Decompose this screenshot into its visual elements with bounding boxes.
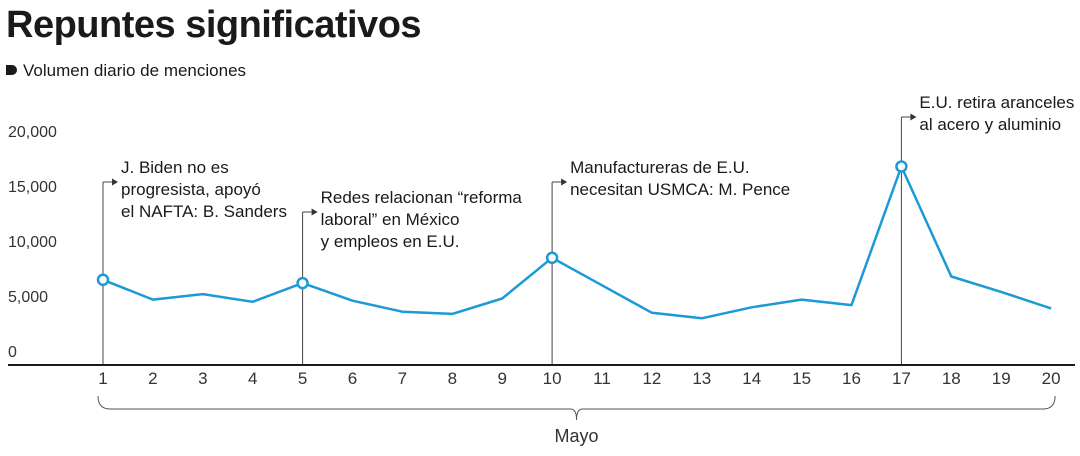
annotation-text: Manufactureras de E.U. [570, 158, 750, 177]
x-tick-label: 1 [98, 369, 107, 388]
x-tick-label: 17 [892, 369, 911, 388]
chart-title: Repuntes significativos [6, 4, 422, 46]
arrow-head-icon [311, 208, 318, 216]
annotation-text: E.U. retira aranceles [919, 93, 1074, 112]
x-tick-label: 20 [1042, 369, 1061, 388]
x-tick-label: 3 [198, 369, 207, 388]
x-tick-label: 4 [248, 369, 257, 388]
x-axis-ticks: 1 2 3 4 5 6 7 8 9 10 11 12 13 14 15 16 17 18 19 20 [98, 369, 1060, 388]
x-tick-label: 13 [692, 369, 711, 388]
annotation: Manufactureras de E.U. necesitan USMCA: M… [551, 158, 790, 365]
annotations: J. Biden no es progresista, apoyó el NAFTA… [102, 93, 1074, 365]
x-tick-label: 11 [593, 369, 611, 388]
x-tick-label: 12 [642, 369, 661, 388]
x-axis-bracket [97, 395, 1056, 421]
y-tick-label: 20,000 [8, 124, 57, 141]
annotation: Redes relacionan “reforma laboral” en Méx… [302, 188, 523, 365]
x-tick-label: 8 [448, 369, 457, 388]
x-tick-label: 10 [543, 369, 562, 388]
annotation: J. Biden no es progresista, apoyó el NAFTA… [102, 158, 287, 365]
chart-subtitle-text: Volumen diario de menciones [23, 61, 247, 80]
x-tick-label: 14 [742, 369, 761, 388]
x-tick-label: 2 [148, 369, 157, 388]
highlight-point [96, 273, 110, 287]
y-tick-label: 0 [8, 344, 17, 361]
annotation-text: al acero y aluminio [919, 115, 1061, 134]
arrow-head-icon [112, 178, 118, 186]
annotation-text: necesitan USMCA: M. Pence [570, 180, 790, 199]
annotation-text: laboral” en México [321, 210, 460, 229]
annotation-text: J. Biden no es [121, 158, 229, 177]
highlight-point [895, 160, 908, 173]
x-tick-label: 7 [398, 369, 407, 388]
annotation-text: y empleos en E.U. [321, 232, 460, 251]
annotation-text: progresista, apoyó [121, 180, 261, 199]
data-points [96, 160, 908, 290]
arrow-head-icon [561, 178, 568, 186]
annotation-text: el NAFTA: B. Sanders [121, 202, 287, 221]
y-tick-label: 5,000 [8, 289, 48, 306]
y-axis-ticks: 20,000 15,000 10,000 5,000 0 [8, 124, 57, 361]
x-tick-label: 18 [942, 369, 961, 388]
x-tick-label: 15 [792, 369, 811, 388]
highlight-point [545, 251, 559, 265]
chart-subtitle: Volumen diario de menciones [6, 60, 246, 82]
x-tick-label: 19 [992, 369, 1011, 388]
highlight-point [296, 276, 309, 290]
x-tick-label: 5 [298, 369, 307, 388]
x-tick-label: 16 [842, 369, 861, 388]
x-tick-label: 6 [348, 369, 357, 388]
arrow-head-icon [910, 113, 917, 121]
annotation-text: Redes relacionan “reforma [321, 188, 523, 207]
annotation: E.U. retira aranceles al acero y aluminio [900, 93, 1074, 365]
x-tick-label: 9 [497, 369, 506, 388]
bullet-marker-icon [6, 65, 17, 75]
x-axis-label: Mayo [555, 426, 599, 446]
y-tick-label: 15,000 [8, 179, 57, 196]
series-line [102, 165, 1052, 320]
y-tick-label: 10,000 [8, 234, 57, 251]
